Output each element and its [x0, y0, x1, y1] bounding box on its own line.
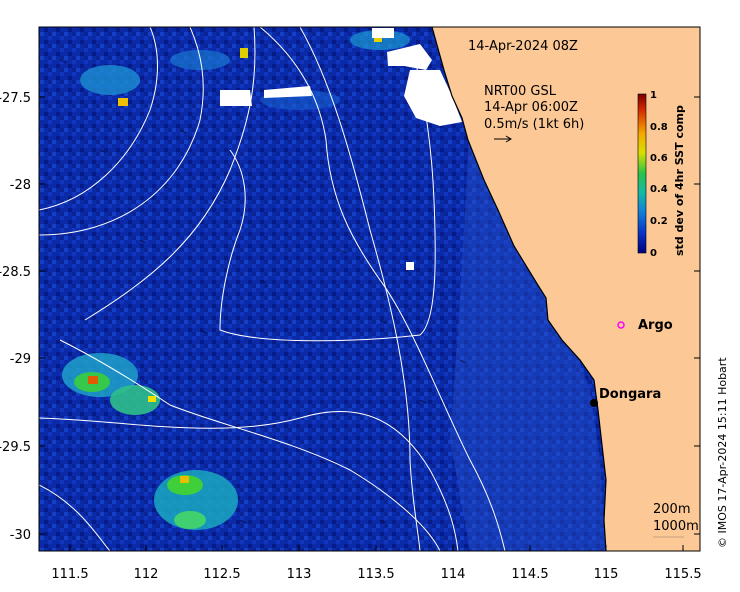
y-tick-label: -29 [10, 352, 31, 367]
place-label-dongara: Dongara [599, 387, 661, 402]
scale-arrow-icon [494, 135, 512, 143]
colorbar-tick: 0.4 [650, 184, 668, 195]
current-vectors [59, 59, 467, 544]
y-tick-label: -27.5 [0, 91, 31, 106]
x-tick-label: 114 [441, 567, 466, 582]
contour-label-200m: 200m [653, 502, 690, 517]
x-tick-label: 114.5 [511, 567, 548, 582]
bathymetry-contours [39, 27, 506, 551]
x-tick-label: 112 [134, 567, 159, 582]
colorbar-title: std dev of 4hr SST comp [673, 105, 686, 256]
colorbar-tick: 0.2 [650, 216, 668, 227]
y-tick-label: -30 [10, 528, 31, 543]
colorbar-tick: 1 [650, 90, 657, 101]
cloud-mask [220, 28, 462, 270]
colorbar-tick: 0.6 [650, 153, 668, 164]
dongara-town-marker [590, 399, 598, 407]
coastal-shelf-variability [450, 120, 605, 551]
current-time-label: 14-Apr 06:00Z [484, 100, 578, 115]
x-tick-label: 115 [594, 567, 619, 582]
colorbar-gradient [637, 93, 647, 254]
current-scale-label: 0.5m/s (1kt 6h) [484, 117, 584, 132]
argo-float-marker [617, 321, 625, 329]
plot-frame [38, 26, 701, 552]
map-plot-area [39, 27, 700, 551]
y-tick-label: -28.5 [0, 265, 31, 280]
map-timestamp: 14-Apr-2024 08Z [468, 39, 578, 54]
place-label-argo: Argo [638, 318, 673, 333]
x-tick-label: 115.5 [664, 567, 701, 582]
land-western-australia [432, 27, 700, 551]
current-product-label: NRT00 GSL [484, 84, 557, 99]
y-tick-label: -29.5 [0, 440, 31, 455]
x-tick-label: 113 [287, 567, 312, 582]
x-tick-label: 112.5 [203, 567, 240, 582]
colorbar-tick: 0.8 [650, 122, 668, 133]
credit-line: © IMOS 17-Apr-2024 15:11 Hobart [716, 357, 729, 548]
y-tick-label: -28 [10, 178, 31, 193]
colorbar: 1 0.8 0.6 0.4 0.2 0 std dev of 4hr SST c… [637, 90, 686, 259]
x-tick-label: 113.5 [357, 567, 394, 582]
tick-marks [39, 96, 700, 551]
coastline [431, 27, 607, 551]
x-tick-label: 111.5 [51, 567, 88, 582]
colorbar-tick: 0 [650, 248, 657, 259]
contour-label-1000m: 1000m [653, 519, 699, 534]
